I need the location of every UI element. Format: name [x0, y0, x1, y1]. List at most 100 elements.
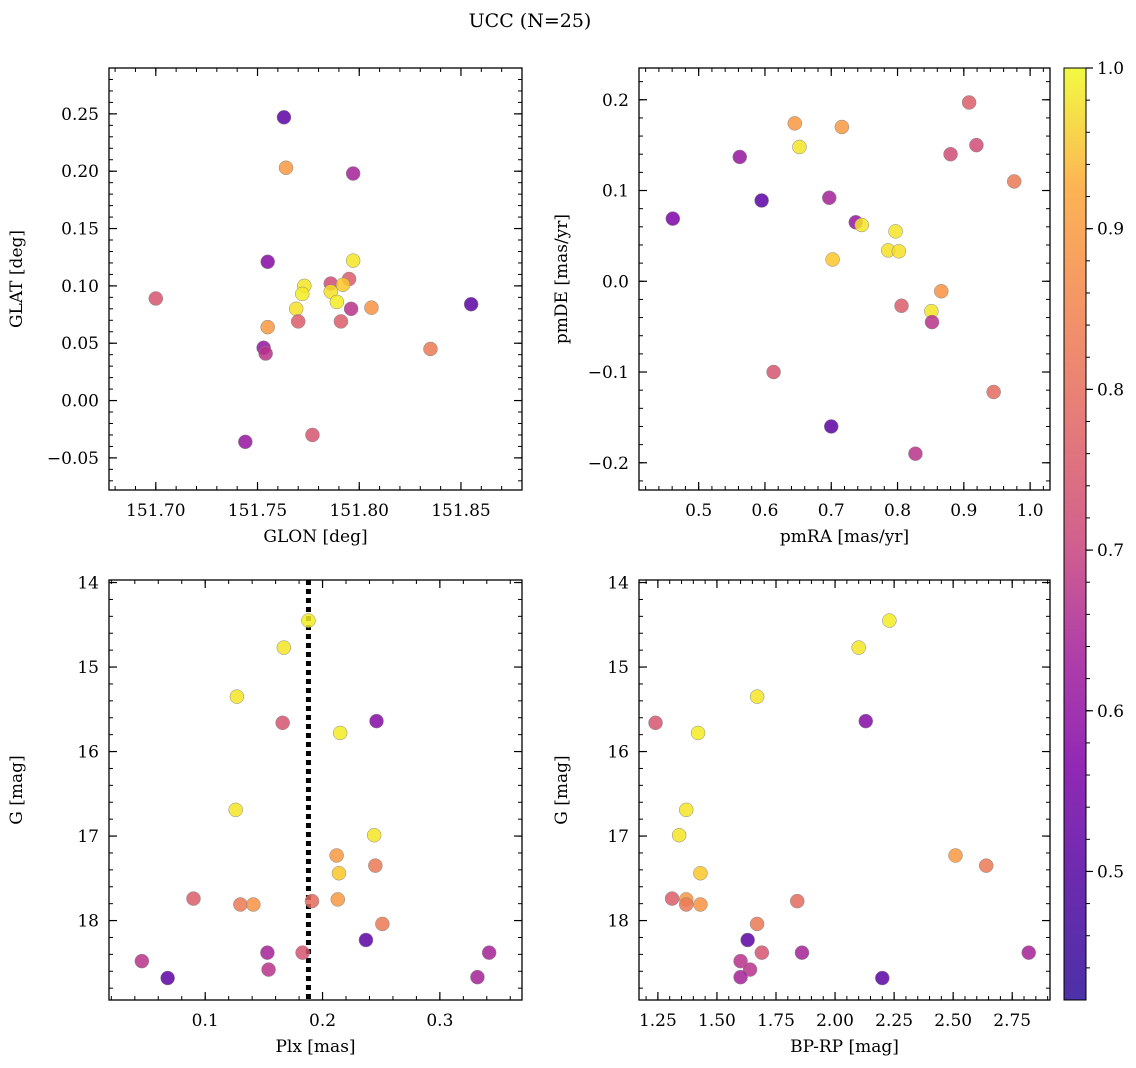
data-point	[261, 962, 276, 977]
data-point	[358, 932, 374, 948]
x-tick-label: 0.2	[309, 1011, 336, 1031]
data-point	[969, 137, 984, 153]
data-point	[891, 244, 907, 259]
data-point	[851, 640, 866, 655]
y-axis-label: G [mag]	[7, 755, 27, 824]
data-point	[754, 193, 769, 208]
data-point	[368, 858, 383, 873]
x-tick-label: 2.50	[934, 1011, 972, 1031]
panel-2: 0.5 0.6 0.7 0.8 0.9 1.0 −0.2 −0.1 0.0 0.1 0.2 pmRA …	[552, 67, 1051, 547]
data-point	[246, 897, 261, 912]
data-point	[276, 110, 292, 125]
y-tick-label: 0.00	[61, 392, 99, 412]
x-axis-label: GLON [deg]	[263, 527, 367, 547]
axes-frame	[108, 579, 523, 1001]
y-tick-label: 17	[77, 827, 99, 847]
data-point	[369, 713, 384, 729]
data-point	[943, 146, 958, 162]
x-tick-label: 0.1	[192, 1011, 219, 1031]
data-point	[749, 689, 765, 704]
colorbar-tick-label: 0.8	[1097, 380, 1124, 400]
data-point	[766, 364, 781, 380]
x-tick-label: 151.85	[431, 501, 490, 521]
y-tick-label: 0.2	[602, 91, 629, 111]
data-point	[794, 945, 810, 960]
data-point	[275, 715, 290, 731]
x-tick-label: 1.25	[639, 1011, 677, 1031]
y-tick-label: −0.05	[47, 449, 99, 469]
data-point	[278, 160, 294, 176]
y-tick-label: 18	[77, 912, 99, 932]
data-point	[888, 224, 903, 239]
data-point	[258, 346, 273, 361]
y-tick-label: 16	[77, 743, 99, 763]
data-point	[295, 286, 310, 302]
data-point	[1021, 945, 1036, 960]
data-point	[331, 865, 347, 881]
data-point	[366, 827, 382, 843]
panel-4: 1.25 1.50 1.75 2.00 2.25 2.50 2.75 14 15 16 17 18 BP…	[552, 574, 1051, 1057]
axes-frame	[638, 579, 1051, 1001]
data-point	[238, 434, 253, 450]
data-point	[749, 916, 765, 932]
colorbar-tick-label: 0.5	[1097, 862, 1124, 882]
data-point	[148, 291, 164, 306]
x-tick-label: 1.50	[698, 1011, 736, 1031]
x-tick-label: 0.6	[751, 501, 778, 521]
data-point	[229, 689, 245, 704]
y-tick-label: 0.1	[602, 182, 629, 202]
data-point	[790, 893, 805, 909]
data-point	[733, 953, 748, 969]
data-point	[875, 970, 890, 986]
x-tick-label: 1.75	[757, 1011, 795, 1031]
x-tick-label: 151.75	[228, 501, 287, 521]
data-point	[986, 384, 1001, 400]
data-point	[260, 945, 275, 960]
x-tick-label: 0.8	[884, 501, 911, 521]
y-tick-label: −0.1	[588, 363, 629, 383]
y-axis-label: GLAT [deg]	[7, 230, 27, 328]
data-point	[481, 945, 497, 960]
data-point	[978, 858, 994, 873]
x-axis-label: pmRA [mas/yr]	[780, 527, 909, 547]
data-point	[423, 341, 438, 357]
axes-frame	[638, 67, 1051, 491]
data-point	[329, 848, 344, 863]
y-tick-label: 17	[607, 827, 629, 847]
x-tick-label: 2.00	[816, 1011, 854, 1031]
data-point	[792, 139, 807, 155]
data-point	[882, 613, 897, 628]
data-point	[288, 301, 304, 317]
y-tick-label: 0.25	[61, 105, 99, 125]
data-point	[854, 217, 869, 233]
data-point	[333, 314, 349, 329]
data-point	[934, 284, 949, 299]
data-point	[823, 419, 839, 434]
data-point	[733, 969, 748, 985]
colorbar-tick-label: 1.0	[1097, 59, 1124, 79]
data-point	[463, 296, 479, 312]
data-point	[648, 715, 663, 731]
x-tick-label: 0.9	[950, 501, 977, 521]
data-point	[908, 446, 923, 461]
data-point	[693, 897, 708, 912]
data-point	[329, 294, 345, 310]
data-point	[961, 95, 977, 110]
data-point	[290, 314, 306, 329]
x-tick-label: 2.75	[993, 1011, 1031, 1031]
data-point	[470, 969, 485, 985]
data-point	[1006, 174, 1022, 189]
y-tick-label: 16	[607, 743, 629, 763]
y-tick-label: −0.2	[588, 454, 629, 474]
data-point	[740, 932, 755, 948]
x-tick-label: 0.3	[426, 1011, 453, 1031]
data-point	[375, 916, 390, 932]
data-point	[233, 897, 248, 912]
y-tick-label: 14	[607, 574, 629, 594]
data-point	[228, 802, 243, 818]
data-point	[186, 891, 201, 906]
y-tick-label: 15	[607, 658, 629, 678]
data-point	[858, 713, 874, 729]
data-point	[276, 640, 292, 655]
